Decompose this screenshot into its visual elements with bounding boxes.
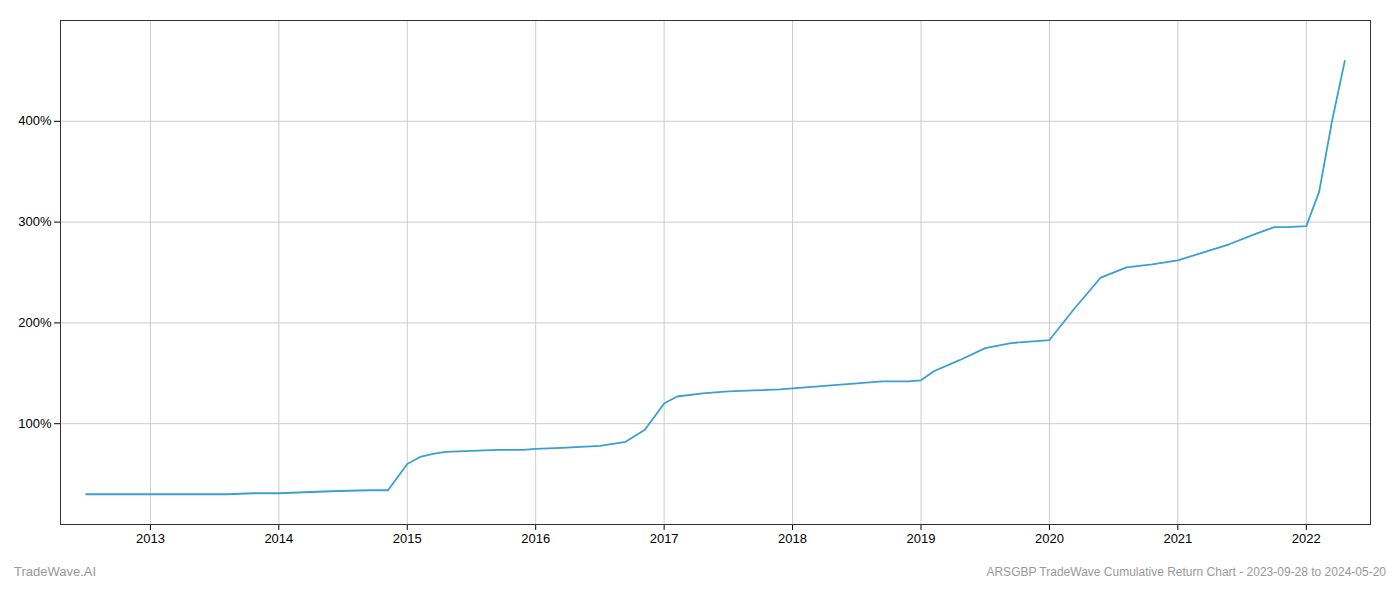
html-text:TradeWave.AI: TradeWave.AI — [14, 564, 97, 579]
svg-text:2014: 2014 — [264, 531, 293, 546]
svg-text:2021: 2021 — [1163, 531, 1192, 546]
svg-text:300%: 300% — [18, 214, 52, 229]
svg-text:2020: 2020 — [1035, 531, 1064, 546]
svg-text:2015: 2015 — [393, 531, 422, 546]
svg-text:2019: 2019 — [907, 531, 936, 546]
svg-text:200%: 200% — [18, 315, 52, 330]
svg-text:2022: 2022 — [1292, 531, 1321, 546]
svg-text:2013: 2013 — [136, 531, 165, 546]
svg-text:2018: 2018 — [778, 531, 807, 546]
html-text:ARSGBP TradeWave Cumulative Re: ARSGBP TradeWave Cumulative Return Chart… — [986, 565, 1386, 579]
svg-text:400%: 400% — [18, 113, 52, 128]
svg-text:100%: 100% — [18, 416, 52, 431]
svg-text:2016: 2016 — [521, 531, 550, 546]
svg-text:2017: 2017 — [650, 531, 679, 546]
